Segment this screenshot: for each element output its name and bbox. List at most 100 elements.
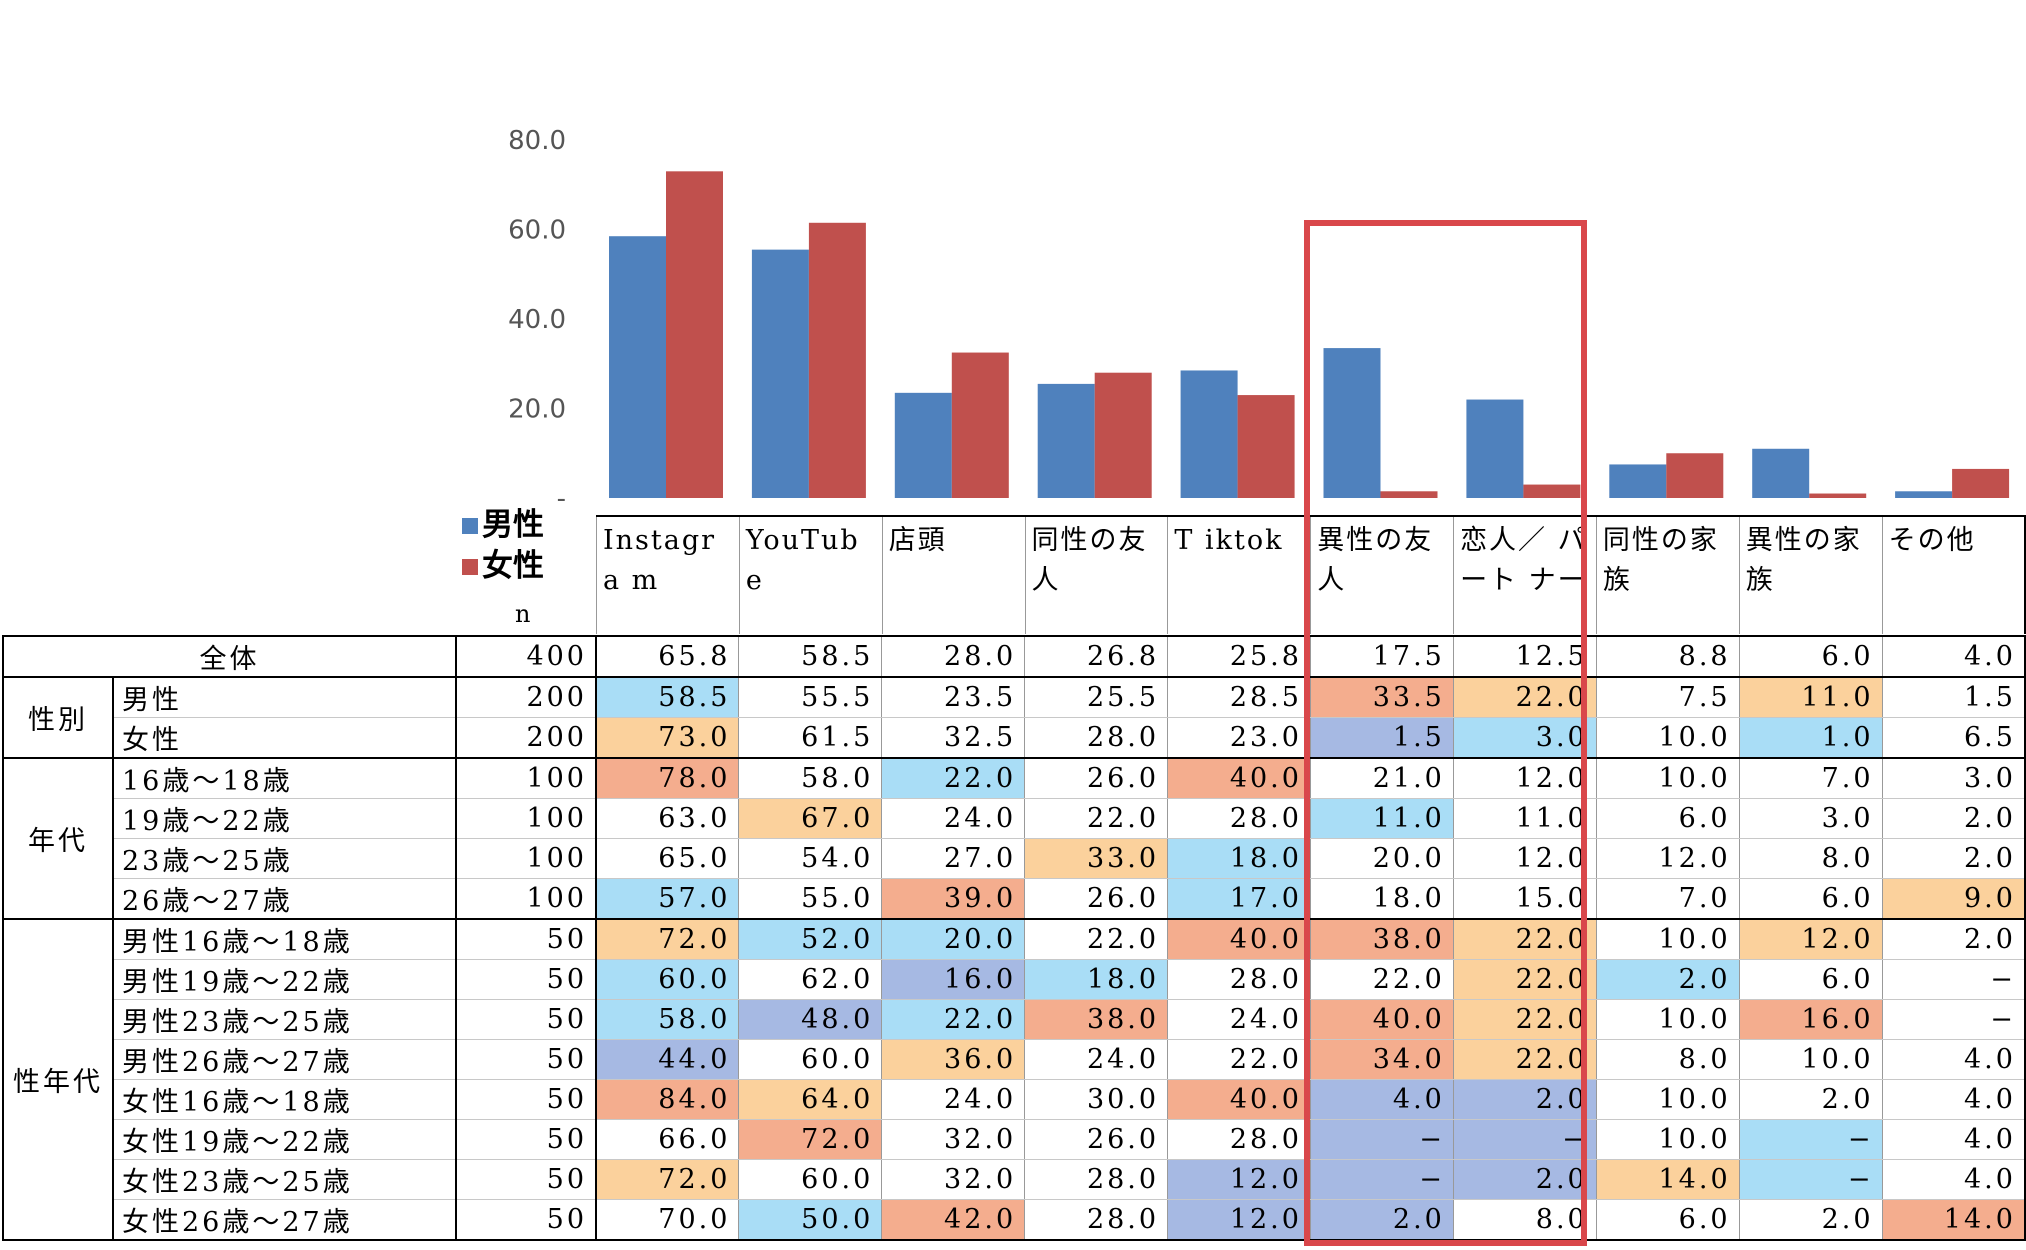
- n-value: 50: [455, 918, 597, 960]
- table-cell: 2.0: [1881, 798, 2026, 839]
- table-cell: 22.0: [1309, 959, 1454, 1000]
- table-cell: 20.0: [1309, 838, 1454, 879]
- table-cell: 58.0: [595, 999, 739, 1040]
- table-cell: 25.8: [1167, 635, 1311, 678]
- table-cell: 6.5: [1881, 717, 2026, 759]
- bar-male: [1180, 370, 1238, 498]
- table-cell: 58.5: [595, 676, 739, 718]
- n-value: 50: [455, 1039, 597, 1080]
- bar-male: [1466, 399, 1524, 498]
- table-cell: −: [1738, 1159, 1883, 1200]
- table-cell: 10.0: [1738, 1039, 1883, 1080]
- table-cell: 28.0: [1167, 1119, 1311, 1160]
- table-cell: 12.5: [1452, 635, 1597, 678]
- table-cell: 2.0: [1738, 1079, 1883, 1120]
- table-cell: 24.0: [881, 798, 1025, 839]
- table-cell: 10.0: [1595, 757, 1740, 799]
- row-label: 男性19歳〜22歳: [112, 959, 457, 1000]
- table-cell: 60.0: [595, 959, 739, 1000]
- bar-male: [1037, 383, 1095, 498]
- category-label: YouTub e: [738, 515, 883, 634]
- row-label: 全体: [2, 635, 457, 678]
- table-cell: 2.0: [1452, 1159, 1597, 1200]
- table-cell: 4.0: [1881, 1079, 2026, 1120]
- bar-male: [894, 392, 952, 498]
- table-cell: 26.0: [1024, 878, 1168, 920]
- n-value: 400: [455, 635, 597, 678]
- table-cell: 64.0: [738, 1079, 882, 1120]
- table-cell: 6.0: [1595, 798, 1740, 839]
- table-row: 女性26歳〜27歳 50 70.0 50.0 42.0 28.0 12.0 2.0 8.0 6.0…: [3, 1199, 2026, 1241]
- table-cell: 24.0: [881, 1079, 1025, 1120]
- table-cell: 73.0: [595, 717, 739, 759]
- table-cell: 18.0: [1167, 838, 1311, 879]
- table-cell: 22.0: [1024, 798, 1168, 839]
- table-row: 女性19歳〜22歳 50 66.0 72.0 32.0 26.0 28.0− −10.0−4.…: [3, 1119, 2026, 1160]
- table-cell: 16.0: [881, 959, 1025, 1000]
- group-label: 性年代: [2, 918, 114, 1241]
- y-tick-label: 80.0: [508, 126, 566, 156]
- table-cell: 1.0: [1738, 717, 1883, 759]
- n-value: 50: [455, 1119, 597, 1160]
- row-label: 女性16歳〜18歳: [112, 1079, 457, 1120]
- n-value: 100: [455, 838, 597, 879]
- bar-female: [1523, 484, 1581, 498]
- n-value: 100: [455, 878, 597, 920]
- table-cell: 7.0: [1738, 757, 1883, 799]
- table-cell: 8.8: [1595, 635, 1740, 678]
- bar-female: [1666, 453, 1724, 498]
- bar-female: [1380, 491, 1438, 498]
- table-cell: 3.0: [1881, 757, 2026, 799]
- bar-female: [1094, 372, 1152, 498]
- table-cell: 26.8: [1024, 635, 1168, 678]
- table-cell: 6.0: [1738, 878, 1883, 920]
- bar-female: [808, 222, 866, 498]
- category-label: 異性の家 族: [1738, 515, 1883, 634]
- table-cell: 2.0: [1309, 1199, 1454, 1241]
- group-label: 年代: [2, 757, 114, 920]
- table-cell: 55.5: [738, 676, 882, 718]
- table-cell: 16.0: [1738, 999, 1883, 1040]
- row-label: 男性23歳〜25歳: [112, 999, 457, 1040]
- table-cell: 84.0: [595, 1079, 739, 1120]
- table-row: 性年代 男性16歳〜18歳 50 72.0 52.0 20.0 22.0 40.0 38.0 22…: [2, 918, 2026, 1241]
- table-cell: 12.0: [1595, 838, 1740, 879]
- table-cell: 22.0: [881, 999, 1025, 1040]
- table-row: 男性23歳〜25歳 50 58.0 48.0 22.0 38.0 24.0 40.0 22.0 1…: [3, 999, 2026, 1040]
- table-cell: −: [1309, 1119, 1454, 1160]
- table-cell: 10.0: [1595, 1119, 1740, 1160]
- table-cell: 78.0: [595, 757, 739, 799]
- table-row: 23歳〜25歳 100 65.0 54.0 27.0 33.0 18.0 20.0 12.0 12…: [3, 838, 2026, 879]
- legend-swatch-male: [462, 517, 478, 534]
- table-cell: 65.0: [595, 838, 739, 879]
- table-cell: 11.0: [1309, 798, 1454, 839]
- table-row: 19歳〜22歳 100 63.0 67.0 24.0 22.0 28.0 11.0 11.0 6.…: [3, 798, 2026, 839]
- data-table: 全体 400 65.8 58.5 28.0 26.8 25.8 17.5 12.5 8.8 6.0 4…: [2, 635, 2026, 1241]
- table-cell: 32.0: [881, 1119, 1025, 1160]
- table-cell: 28.5: [1167, 676, 1311, 718]
- category-label: その他: [1881, 515, 2026, 634]
- table-row: 26歳〜27歳 100 57.0 55.0 39.0 26.0 17.0 18.0 15.0 7.…: [3, 878, 2026, 920]
- table-cell: 33.5: [1309, 676, 1454, 718]
- table-cell: 4.0: [1881, 1039, 2026, 1080]
- table-cell: 28.0: [1024, 717, 1168, 759]
- table-cell: 58.5: [738, 635, 882, 678]
- table-row: 女性23歳〜25歳 50 72.0 60.0 32.0 28.0 12.0−2.0 14.0−…: [3, 1159, 2026, 1200]
- table-cell: 12.0: [1452, 757, 1597, 799]
- table-cell: 11.0: [1452, 798, 1597, 839]
- table-cell: −: [1309, 1159, 1454, 1200]
- table-cell: 40.0: [1167, 1079, 1311, 1120]
- table-cell: 12.0: [1738, 918, 1883, 960]
- table-cell: 72.0: [595, 1159, 739, 1200]
- group-label: 性別: [2, 676, 114, 759]
- table-cell: 32.0: [881, 1159, 1025, 1200]
- bar-female: [1809, 493, 1867, 498]
- table-cell: 1.5: [1881, 676, 2026, 718]
- table-cell: 39.0: [881, 878, 1025, 920]
- table-cell: 2.0: [1738, 1199, 1883, 1241]
- table-cell: 22.0: [1452, 676, 1597, 718]
- table-cell: 40.0: [1309, 999, 1454, 1040]
- table-cell: 2.0: [1595, 959, 1740, 1000]
- table-cell: 22.0: [1024, 918, 1168, 960]
